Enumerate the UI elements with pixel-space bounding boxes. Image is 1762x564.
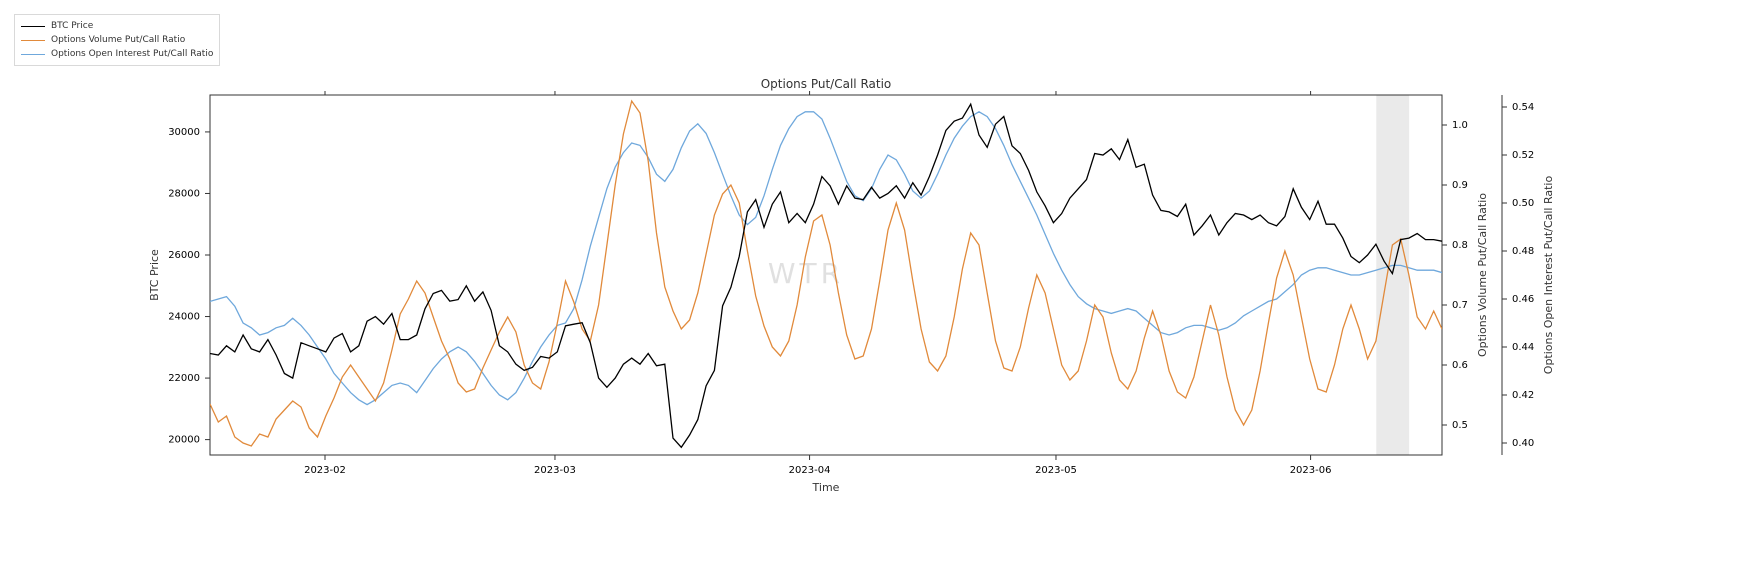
y-right2-tick-label: 0.48 <box>1512 246 1534 257</box>
highlight-band <box>1376 95 1409 455</box>
y-right2-axis-label: Options Open Interest Put/Call Ratio <box>1542 176 1555 375</box>
legend-label: Options Open Interest Put/Call Ratio <box>51 47 213 61</box>
legend-item: BTC Price <box>21 19 213 33</box>
y-left-tick-label: 30000 <box>168 127 200 138</box>
y-left-tick-label: 20000 <box>168 435 200 446</box>
y-right1-tick-label: 0.8 <box>1452 240 1468 251</box>
legend-swatch <box>21 40 45 41</box>
x-tick-label: 2023-03 <box>534 465 576 476</box>
y-left-tick-label: 22000 <box>168 373 200 384</box>
y-right2-tick-label: 0.40 <box>1512 438 1534 449</box>
y-right1-tick-label: 0.9 <box>1452 180 1468 191</box>
legend-swatch <box>21 54 45 55</box>
x-tick-label: 2023-04 <box>789 465 831 476</box>
y-left-tick-label: 24000 <box>168 312 200 323</box>
y-right2-tick-label: 0.42 <box>1512 390 1534 401</box>
y-right1-tick-label: 1.0 <box>1452 120 1468 131</box>
legend: BTC Price Options Volume Put/Call Ratio … <box>14 14 220 66</box>
x-axis-label: Time <box>812 481 840 494</box>
y-right2-tick-label: 0.54 <box>1512 102 1534 113</box>
y-left-tick-label: 26000 <box>168 250 200 261</box>
y-right1-tick-label: 0.5 <box>1452 420 1468 431</box>
y-right2-tick-label: 0.46 <box>1512 294 1534 305</box>
legend-item: Options Volume Put/Call Ratio <box>21 33 213 47</box>
legend-swatch <box>21 26 45 27</box>
y-right2-tick-label: 0.52 <box>1512 150 1534 161</box>
legend-item: Options Open Interest Put/Call Ratio <box>21 47 213 61</box>
y-right1-axis-label: Options Volume Put/Call Ratio <box>1476 193 1489 357</box>
chart: 2023-02 2023-03 2023-04 2023-05 2023-06 20000… <box>0 0 1762 564</box>
x-tick-label: 2023-02 <box>304 465 346 476</box>
x-tick-label: 2023-06 <box>1290 465 1332 476</box>
legend-label: BTC Price <box>51 19 93 33</box>
y-right1-tick-label: 0.6 <box>1452 360 1468 371</box>
y-right2-tick-label: 0.44 <box>1512 342 1534 353</box>
y-right2-tick-label: 0.50 <box>1512 198 1534 209</box>
y-right1-tick-label: 0.7 <box>1452 300 1468 311</box>
legend-label: Options Volume Put/Call Ratio <box>51 33 185 47</box>
y-left-axis-label: BTC Price <box>148 249 161 301</box>
x-tick-label: 2023-05 <box>1035 465 1077 476</box>
chart-title: Options Put/Call Ratio <box>761 77 892 91</box>
y-left-tick-label: 28000 <box>168 188 200 199</box>
